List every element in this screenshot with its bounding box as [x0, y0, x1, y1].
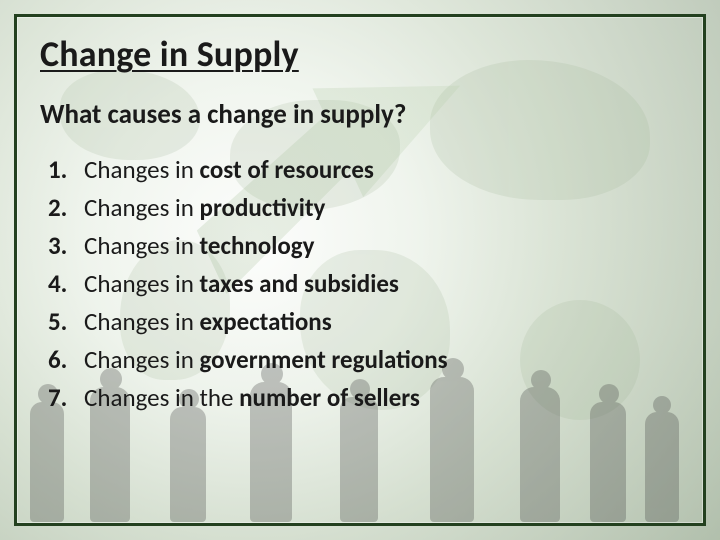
list-item: Changes in the number of sellers: [48, 379, 680, 417]
list-item: Changes in taxes and subsidies: [48, 265, 680, 303]
item-prefix: Changes in: [84, 268, 200, 299]
item-prefix: Changes in: [84, 192, 200, 223]
item-bold: productivity: [200, 192, 326, 223]
item-bold: government regulations: [200, 344, 448, 375]
item-prefix: Changes in: [84, 230, 200, 261]
item-bold: cost of resources: [200, 154, 374, 185]
slide-title: Change in Supply: [40, 32, 680, 76]
list-item: Changes in expectations: [48, 303, 680, 341]
item-prefix: Changes in: [84, 154, 200, 185]
list-item: Changes in government regulations: [48, 341, 680, 379]
list-item: Changes in cost of resources: [48, 151, 680, 189]
item-bold: taxes and subsidies: [200, 268, 399, 299]
list-item: Changes in technology: [48, 227, 680, 265]
item-bold: expectations: [200, 306, 332, 337]
slide: Change in Supply What causes a change in…: [0, 0, 720, 540]
slide-content: Change in Supply What causes a change in…: [40, 28, 680, 512]
slide-subtitle: What causes a change in supply?: [40, 98, 680, 131]
item-bold: number of sellers: [239, 382, 420, 413]
item-prefix: Changes in: [84, 344, 200, 375]
item-prefix: Changes in the: [84, 382, 239, 413]
item-prefix: Changes in: [84, 306, 200, 337]
list-item: Changes in productivity: [48, 189, 680, 227]
causes-list: Changes in cost of resources Changes in …: [40, 151, 680, 417]
item-bold: technology: [200, 230, 315, 261]
